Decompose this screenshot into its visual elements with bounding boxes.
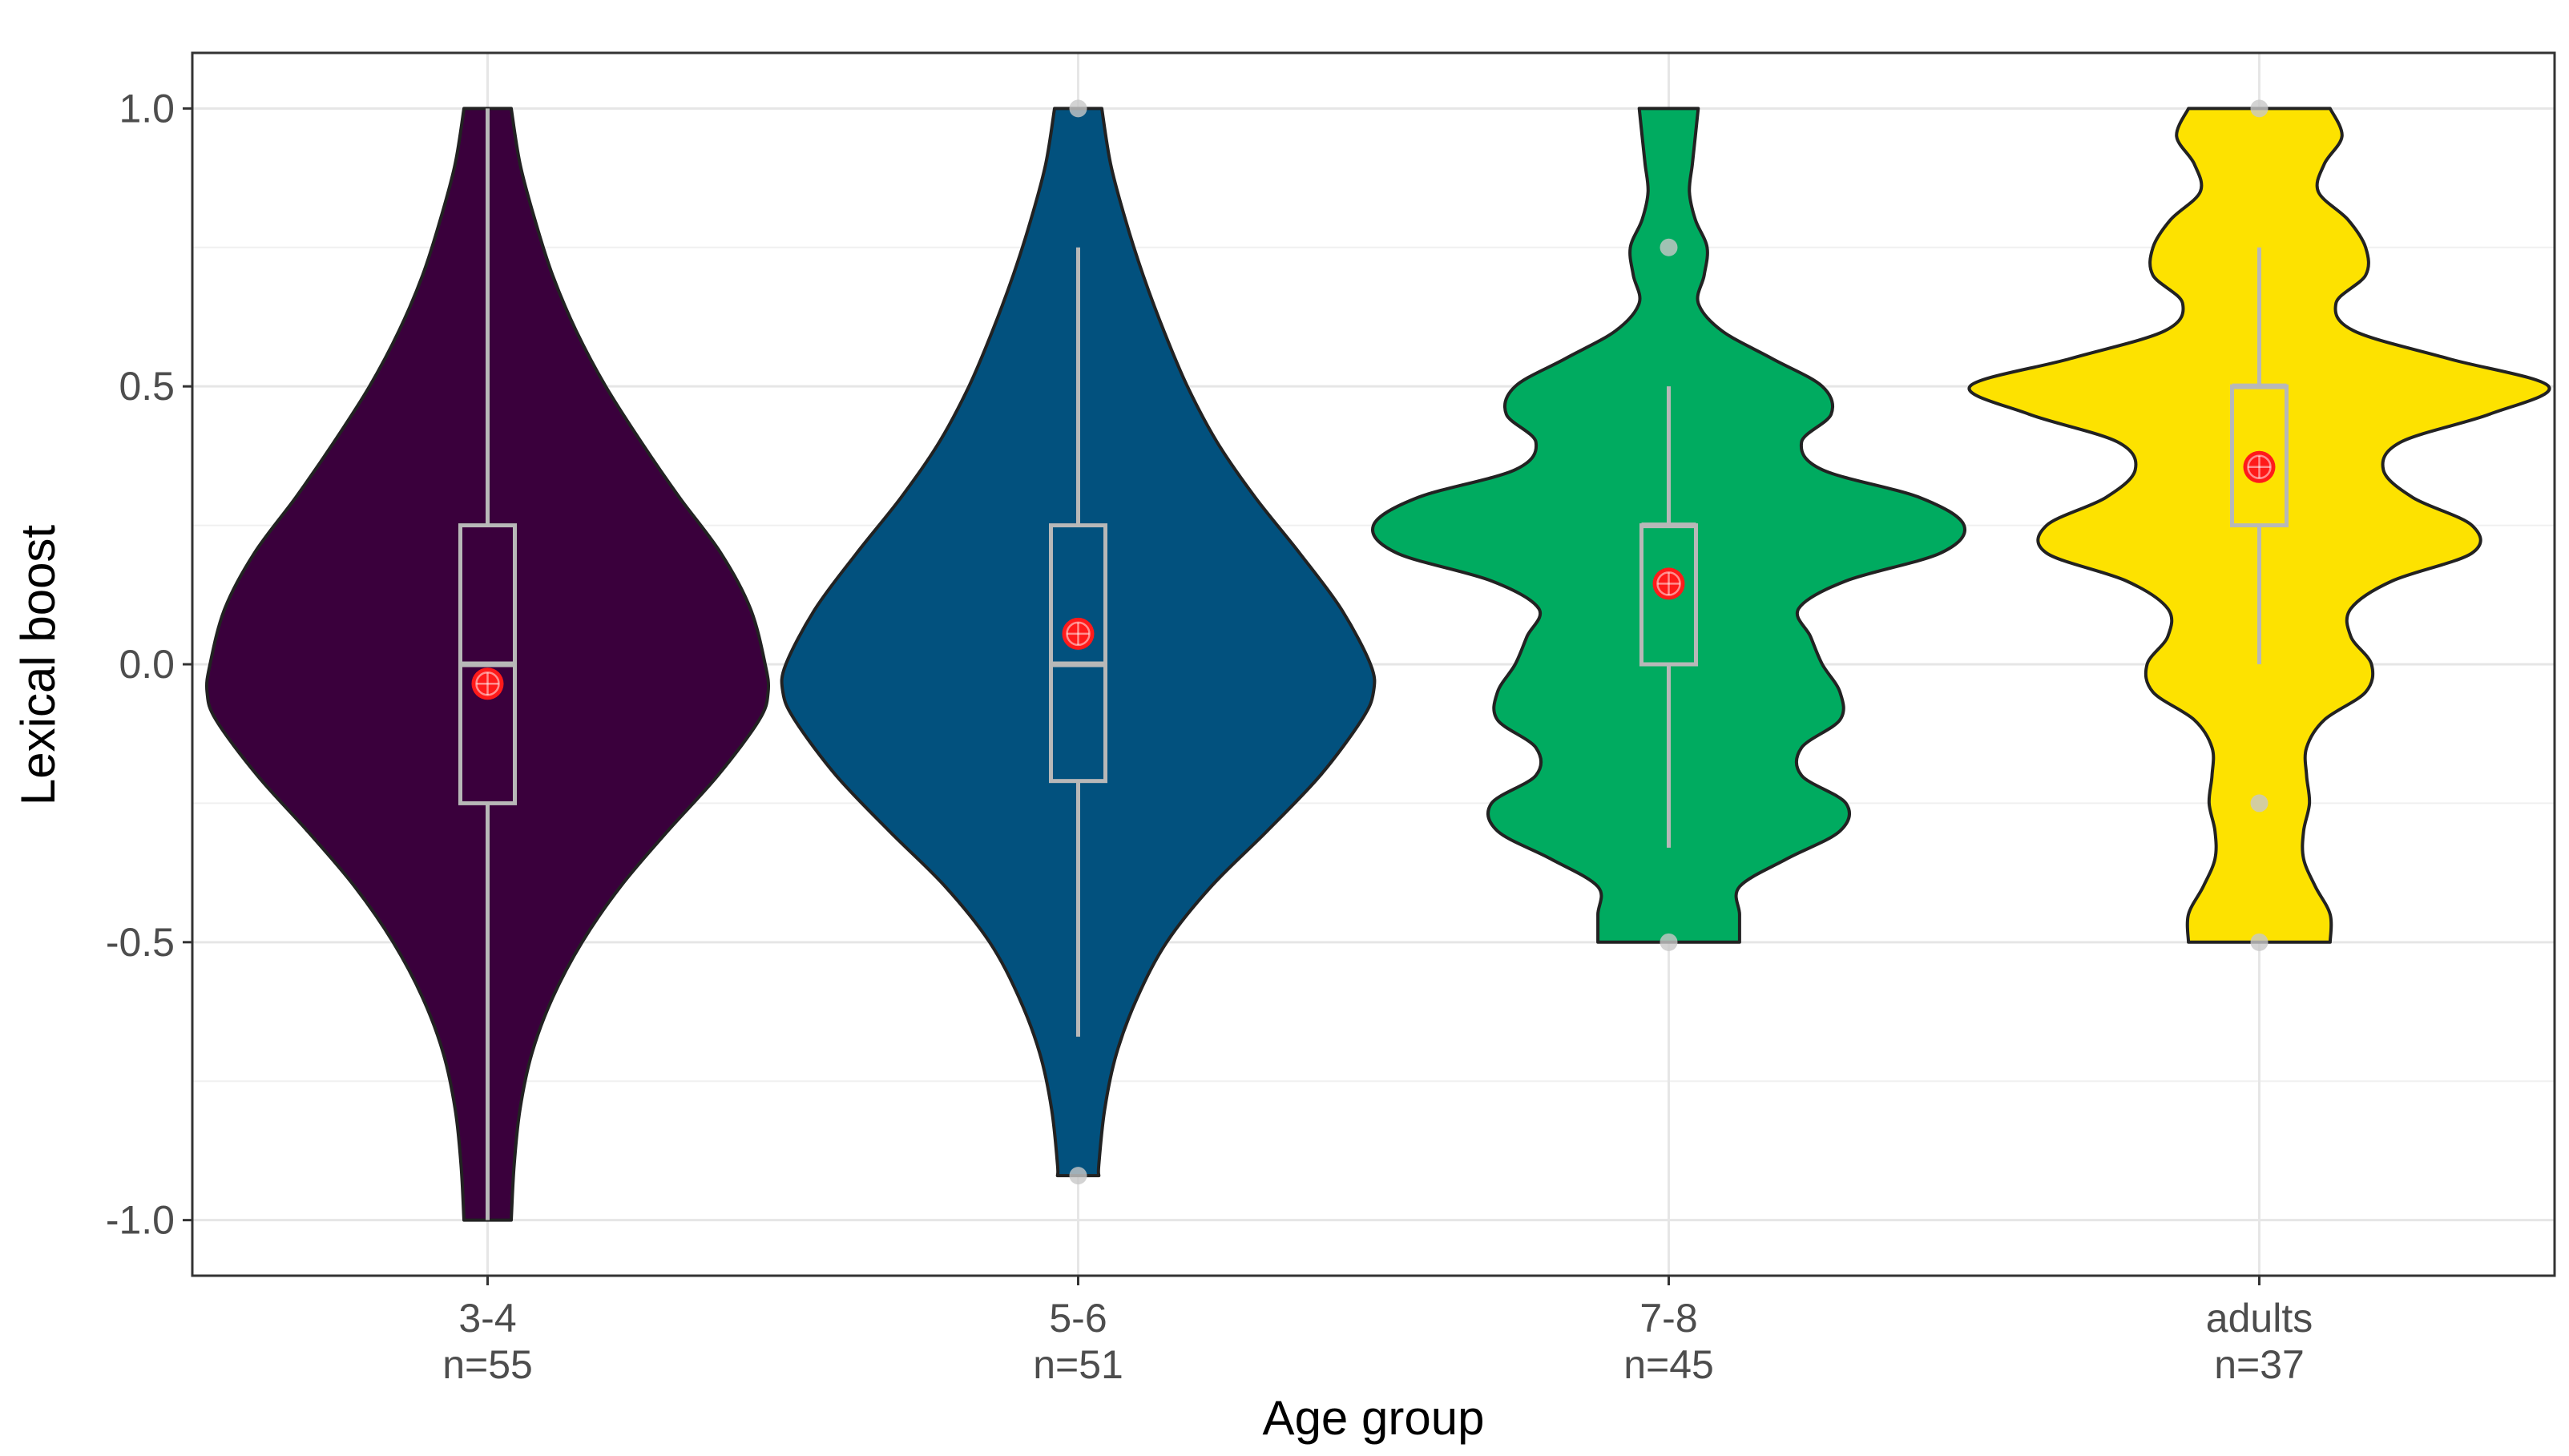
y-tick-label: -0.5 (106, 920, 175, 965)
y-axis-title: Lexical boost (11, 525, 65, 806)
x-tick-count-label: n=45 (1623, 1342, 1714, 1387)
x-tick-count-label: n=55 (442, 1342, 533, 1387)
x-tick-count-label: n=37 (2214, 1342, 2305, 1387)
boxplots (458, 108, 2289, 1220)
x-tick-label: 3-4 (458, 1296, 516, 1341)
outlier-point-adults (2250, 794, 2269, 813)
y-tick-label: -1.0 (106, 1198, 175, 1243)
outlier-point-7-8 (1660, 933, 1678, 951)
x-tick-label: adults (2206, 1296, 2313, 1341)
x-tick-label: 5-6 (1049, 1296, 1107, 1341)
outlier-point-5-6 (1069, 99, 1087, 118)
points (471, 99, 2276, 1185)
outlier-point-7-8 (1660, 238, 1678, 256)
y-tick-label: 0.5 (119, 364, 175, 409)
y-tick-labels: 1.0 0.5 0.0 -0.5 -1.0 (106, 86, 175, 1242)
outlier-point-adults (2250, 99, 2269, 118)
axis-ticks (183, 107, 2260, 1285)
outlier-point-adults (2250, 933, 2269, 951)
y-tick-label: 1.0 (119, 86, 175, 131)
x-tick-count-label: n=51 (1033, 1342, 1123, 1387)
y-tick-label: 0.0 (119, 642, 175, 687)
x-tick-label: 7-8 (1639, 1296, 1697, 1341)
box-5-6 (1049, 523, 1107, 784)
outlier-point-5-6 (1069, 1167, 1087, 1185)
x-axis-title: Age group (1263, 1391, 1485, 1445)
